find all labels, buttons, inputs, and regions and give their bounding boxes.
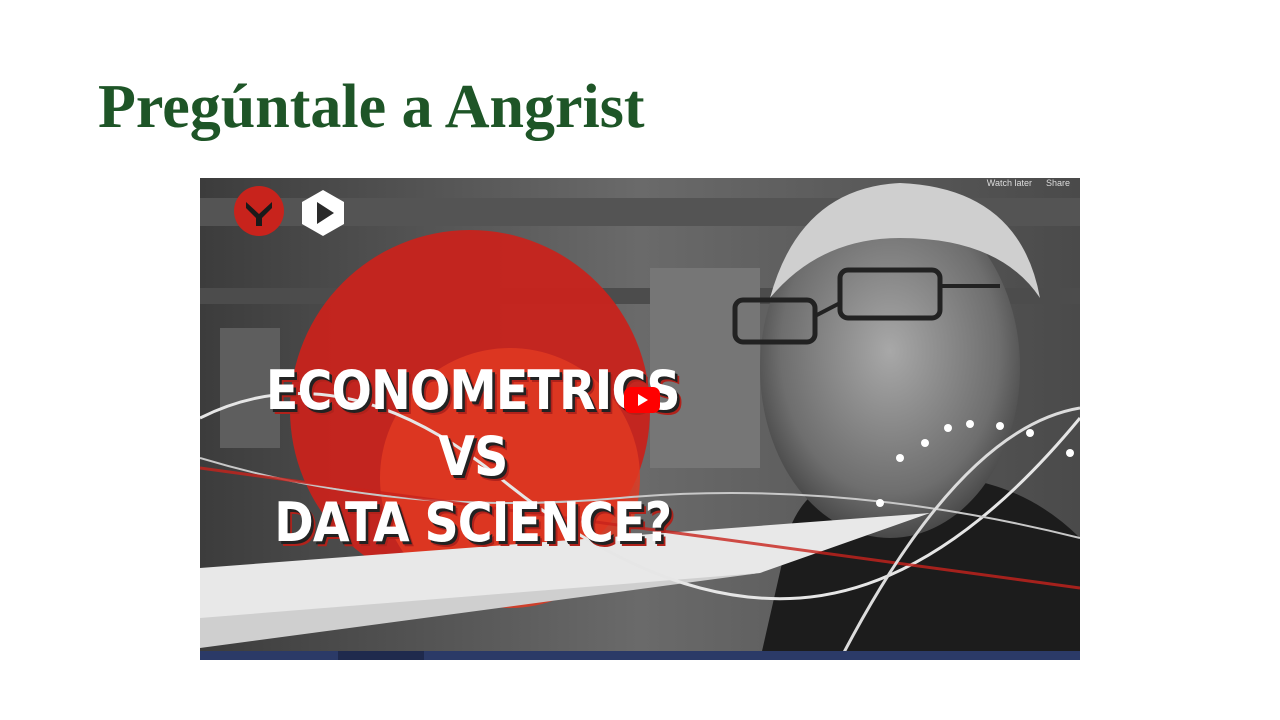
- watch-later-button[interactable]: Watch later: [986, 178, 1032, 188]
- channel-logo-icon[interactable]: [234, 186, 284, 236]
- play-hexagon-icon[interactable]: [300, 188, 346, 238]
- video-top-actions: Watch later Share: [987, 178, 1070, 188]
- share-button[interactable]: Share: [1045, 178, 1070, 188]
- progress-bar[interactable]: [200, 651, 1080, 660]
- channel-logo-mark: [246, 202, 272, 226]
- youtube-play-icon[interactable]: [624, 387, 660, 413]
- slide-title: Pregúntale a Angrist: [98, 73, 645, 141]
- progress-buffer-segment: [338, 651, 424, 660]
- video-title-line-1: ECONOMETRICS VS: [265, 359, 681, 488]
- video-title: ECONOMETRICS VS DATA SCIENCE?: [244, 358, 702, 556]
- video-thumbnail: [200, 178, 1080, 660]
- video-player[interactable]: Watch later Share ECONOMETRICS VS DATA S…: [200, 178, 1080, 660]
- video-title-line-2: DATA SCIENCE?: [274, 491, 672, 554]
- play-triangle-icon: [638, 394, 648, 406]
